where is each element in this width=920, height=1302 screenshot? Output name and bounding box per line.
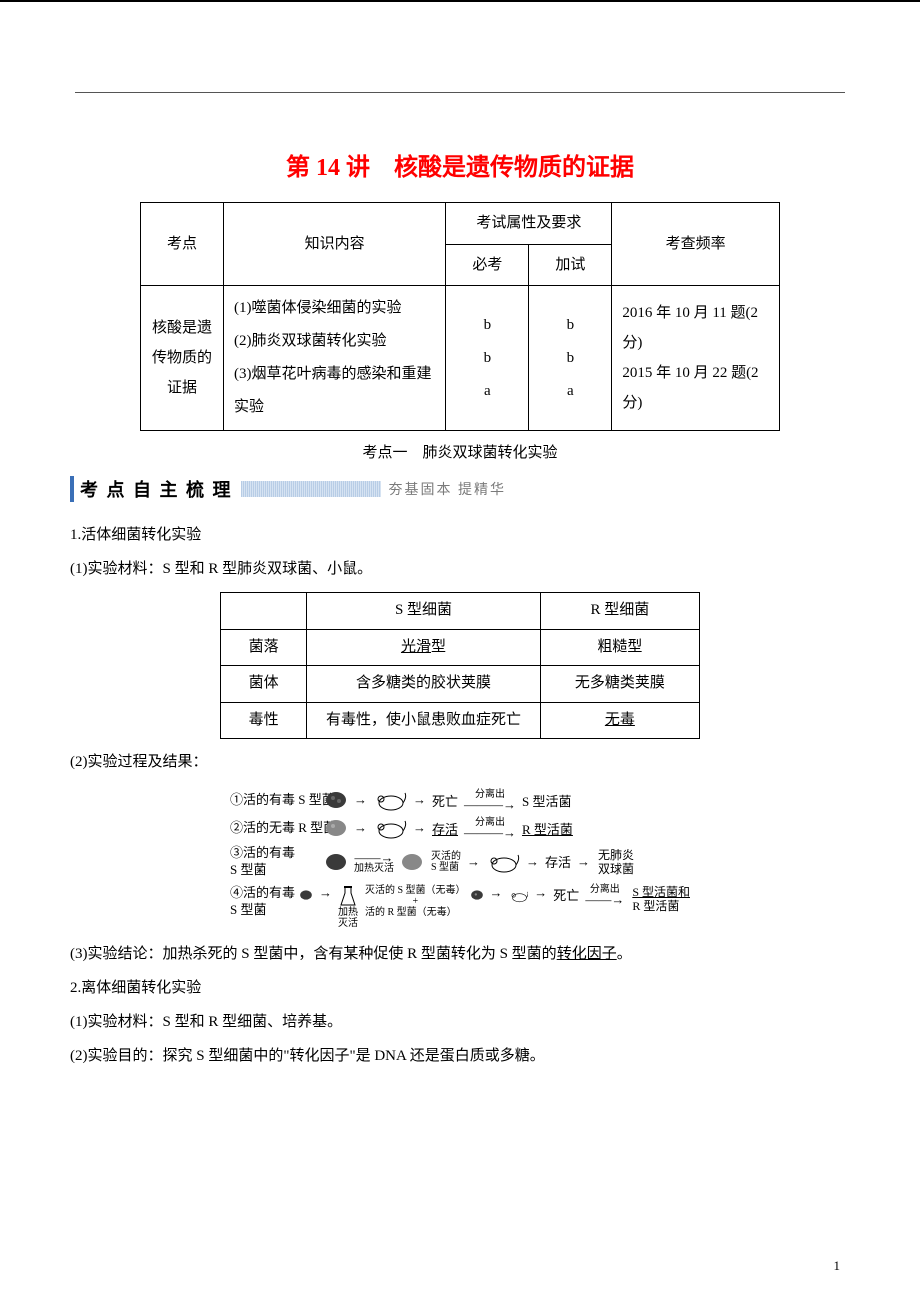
bacteria-r-icon bbox=[324, 818, 348, 838]
row2-out: R 型活菌 bbox=[522, 819, 573, 838]
arrow-labeled-icon: ——→加热灭活 bbox=[354, 851, 394, 872]
banner-bar-icon bbox=[241, 481, 381, 497]
diagram-row-2: ②活的无毒 R 型菌 → → 存活 分离出———→ R 型活菌 bbox=[230, 817, 690, 839]
bacteria-mix-icon bbox=[470, 885, 484, 905]
bacteria-compare-table: S 型细菌 R 型细菌 菌落 光滑型 粗糙型 菌体 含多糖类的胶状荚膜 无多糖类… bbox=[220, 592, 700, 739]
para-2-1: (1)实验材料：S 型和 R 型细菌、培养基。 bbox=[70, 1007, 850, 1037]
para-1-2: (2)实验过程及结果： bbox=[70, 747, 850, 777]
mouse-icon bbox=[373, 817, 407, 839]
row2-result: 存活 bbox=[432, 819, 458, 838]
table-row: 菌体 含多糖类的胶状荚膜 无多糖类荚膜 bbox=[221, 666, 700, 703]
bacteria-dead-icon bbox=[400, 852, 424, 872]
para-2-2: (2)实验目的：探究 S 型细菌中的"转化因子"是 DNA 还是蛋白质或多糖。 bbox=[70, 1041, 850, 1071]
section-subtitle: 考点一 肺炎双球菌转化实验 bbox=[70, 441, 850, 462]
arrow-icon: → bbox=[526, 854, 539, 870]
th-r: R 型细菌 bbox=[540, 593, 699, 630]
diagram-row-3: ③活的有毒 S 型菌 ——→加热灭活 灭活的 S 型菌 → → 存活 → 无肺炎… bbox=[230, 845, 690, 879]
row-k: 菌落 bbox=[221, 629, 307, 666]
table-row: 菌落 光滑型 粗糙型 bbox=[221, 629, 700, 666]
th-attr: 考试属性及要求 bbox=[446, 203, 612, 245]
row-r: 无多糖类荚膜 bbox=[540, 666, 699, 703]
cell-freq: 2016 年 10 月 11 题(2 分) 2015 年 10 月 22 题(2… bbox=[612, 286, 780, 431]
arrow-labeled-icon: 分离出———→ bbox=[464, 790, 516, 811]
banner-tag: 夯基固本 提精华 bbox=[389, 479, 507, 499]
row-r: 粗糙型 bbox=[540, 629, 699, 666]
flask-icon bbox=[339, 885, 357, 907]
th-content: 知识内容 bbox=[223, 203, 445, 286]
para-1-3: (3)实验结论：加热杀死的 S 型菌中，含有某种促使 R 型菌转化为 S 型菌的… bbox=[70, 939, 850, 969]
mouse-icon bbox=[509, 885, 529, 907]
page-title: 第 14 讲 核酸是遗传物质的证据 bbox=[70, 147, 850, 182]
cell-content: (1)噬菌体侵染细菌的实验 (2)肺炎双球菌转化实验 (3)烟草花叶病毒的感染和… bbox=[223, 286, 445, 431]
row4-result: 死亡 bbox=[553, 885, 579, 904]
arrow-icon: → bbox=[354, 820, 367, 836]
diagram-row-4: ④活的有毒 S 型菌 → 加热 灭活 灭活的 S 型菌（无毒） + 活的 R 型… bbox=[230, 885, 690, 929]
mouse-icon bbox=[373, 789, 407, 811]
arrow-labeled-icon: 分离出———→ bbox=[464, 818, 516, 839]
row3-mid-note: 灭活的 S 型菌 bbox=[431, 851, 461, 873]
arrow-icon: → bbox=[577, 854, 590, 870]
row-k: 毒性 bbox=[221, 702, 307, 739]
heading-2: 2.离体细菌转化实验 bbox=[70, 973, 850, 1003]
arrow-icon: → bbox=[319, 885, 332, 901]
bacteria-s-icon bbox=[299, 885, 313, 905]
row1-result: 死亡 bbox=[432, 791, 458, 810]
row4-label: ④活的有毒 S 型菌 bbox=[230, 885, 295, 919]
arrow-labeled-icon: 分离出——→ bbox=[585, 885, 624, 906]
diagram-row-1: ①活的有毒 S 型菌 → → 死亡 分离出———→ S 型活菌 bbox=[230, 789, 690, 811]
th-blank bbox=[221, 593, 307, 630]
cell-must: b b a bbox=[446, 286, 529, 431]
banner-label: 考 点 自 主 梳 理 bbox=[70, 476, 233, 502]
arrow-icon: → bbox=[354, 792, 367, 808]
heading-1: 1.活体细菌转化实验 bbox=[70, 520, 850, 550]
header-rule bbox=[75, 92, 845, 93]
row3-result: 存活 bbox=[545, 852, 571, 871]
arrow-icon: → bbox=[534, 885, 547, 901]
flask-label: 加热 灭活 bbox=[338, 907, 358, 929]
exam-attr-table: 考点 知识内容 考试属性及要求 考查频率 必考 加试 核酸是遗传物质的证据 (1… bbox=[140, 202, 780, 431]
underline-text: 转化因子 bbox=[557, 946, 617, 962]
row-s: 含多糖类的胶状荚膜 bbox=[307, 666, 541, 703]
underline-text: 无毒 bbox=[605, 712, 635, 728]
mouse-icon bbox=[486, 851, 520, 873]
row-k: 菌体 bbox=[221, 666, 307, 703]
bacteria-s-icon bbox=[324, 852, 348, 872]
row-r: 无毒 bbox=[540, 702, 699, 739]
page-number: 1 bbox=[834, 1258, 841, 1274]
row4-mix-note: 灭活的 S 型菌（无毒） + 活的 R 型菌（无毒） bbox=[365, 885, 466, 918]
experiment-diagram: ①活的有毒 S 型菌 → → 死亡 分离出———→ S 型活菌 ②活的无毒 R … bbox=[230, 789, 690, 929]
arrow-icon: → bbox=[490, 885, 503, 901]
th-s: S 型细菌 bbox=[307, 593, 541, 630]
th-extra: 加试 bbox=[529, 244, 612, 286]
row4-out: S 型活菌和 R 型活菌 bbox=[632, 885, 690, 914]
th-must: 必考 bbox=[446, 244, 529, 286]
row3-label: ③活的有毒 S 型菌 bbox=[230, 845, 320, 879]
cell-kp: 核酸是遗传物质的证据 bbox=[141, 286, 224, 431]
flask-group: 加热 灭活 bbox=[338, 885, 358, 929]
arrow-icon: → bbox=[413, 820, 426, 836]
arrow-icon: → bbox=[467, 854, 480, 870]
row2-label: ②活的无毒 R 型菌 bbox=[230, 820, 320, 837]
cell-extra: b b a bbox=[529, 286, 612, 431]
row3-out: 无肺炎 双球菌 bbox=[598, 848, 634, 877]
para-1-1: (1)实验材料：S 型和 R 型肺炎双球菌、小鼠。 bbox=[70, 554, 850, 584]
arrow-icon: → bbox=[413, 792, 426, 808]
row1-out: S 型活菌 bbox=[522, 791, 571, 810]
table-row: 毒性 有毒性，使小鼠患败血症死亡 无毒 bbox=[221, 702, 700, 739]
row1-label: ①活的有毒 S 型菌 bbox=[230, 792, 320, 809]
th-freq: 考查频率 bbox=[612, 203, 780, 286]
section-banner: 考 点 自 主 梳 理 夯基固本 提精华 bbox=[70, 476, 850, 502]
row-s: 光滑型 bbox=[307, 629, 541, 666]
th-kp: 考点 bbox=[141, 203, 224, 286]
bacteria-s-icon bbox=[324, 790, 348, 810]
row-s: 有毒性，使小鼠患败血症死亡 bbox=[307, 702, 541, 739]
underline-text: 光滑 bbox=[401, 639, 431, 655]
